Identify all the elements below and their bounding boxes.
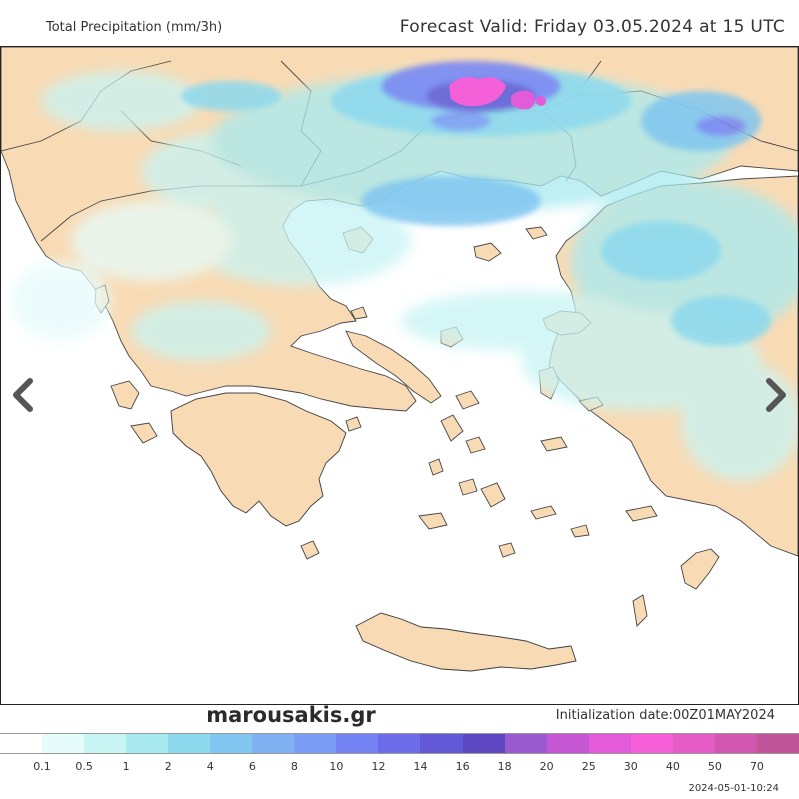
- legend-swatch: [42, 734, 85, 753]
- legend-tick-label: 30: [623, 760, 638, 773]
- legend-swatch: [462, 734, 505, 753]
- land-milos: [418, 512, 448, 530]
- legend-tick-label: 16: [455, 760, 470, 773]
- land-kefalonia: [110, 380, 140, 410]
- render-timestamp: 2024-05-01-10:24: [688, 783, 779, 794]
- land-santorini: [498, 542, 516, 558]
- legend-swatch: [714, 734, 757, 753]
- legend-tick-label: 10: [329, 760, 344, 773]
- land-aegina: [345, 416, 362, 432]
- legend-tick-labels: 0.1 0.5 1 2 4 6 8 10 12 14 16 18 20 25 30 40 50 70: [0, 760, 799, 776]
- header: Total Precipitation (mm/3h) Forecast Val…: [0, 0, 799, 46]
- land-andros: [440, 414, 464, 442]
- legend-swatch: [630, 734, 673, 753]
- land-tinos: [465, 436, 486, 454]
- brand-logo-text[interactable]: marousakis.gr: [206, 703, 376, 727]
- legend-tick-label: 50: [707, 760, 722, 773]
- legend-tick-label: 1: [122, 760, 130, 773]
- legend-tick-label: 4: [206, 760, 214, 773]
- legend-swatch: [336, 734, 379, 753]
- legend-tick-label: 2: [164, 760, 172, 773]
- legend-swatch: [504, 734, 547, 753]
- legend-swatch: [756, 734, 799, 753]
- chevron-right-icon: [766, 378, 786, 412]
- land-ikaria: [540, 436, 568, 452]
- precipitation-map: [0, 46, 799, 705]
- legend-tick-label: 6: [248, 760, 256, 773]
- land-peloponnese: [170, 392, 347, 527]
- land-thasos: [473, 242, 502, 262]
- legend-tick-label: 70: [749, 760, 764, 773]
- coastlines: [170, 392, 577, 672]
- chevron-left-icon: [13, 378, 33, 412]
- legend-swatch: [168, 734, 211, 753]
- land-amorgos: [530, 505, 557, 520]
- precipitation-layer: [11, 61, 798, 481]
- land-paros: [458, 478, 478, 496]
- legend-swatch: [84, 734, 127, 753]
- legend-tick-label: 18: [497, 760, 512, 773]
- legend-swatch: [0, 734, 43, 753]
- initialization-date: Initialization date:00Z01MAY2024: [555, 708, 775, 723]
- map-canvas: [1, 47, 798, 672]
- land-crete: [355, 612, 577, 672]
- land-kythira: [300, 540, 320, 560]
- legend-swatch: [546, 734, 589, 753]
- legend-swatch: [252, 734, 295, 753]
- land-euboea: [345, 330, 442, 404]
- land-naxos: [480, 482, 506, 508]
- legend-tick-label: 25: [581, 760, 596, 773]
- forecast-valid-label: Forecast Valid: Friday 03.05.2024 at 15 …: [399, 17, 785, 37]
- legend-tick-label: 14: [413, 760, 428, 773]
- land-rhodes: [680, 548, 720, 590]
- land-zakynthos: [130, 422, 158, 444]
- legend-swatch: [672, 734, 715, 753]
- legend-tick-label: 0.1: [33, 760, 51, 773]
- land-skiathos: [350, 306, 368, 320]
- legend-tick-label: 0.5: [75, 760, 93, 773]
- legend-swatch: [588, 734, 631, 753]
- legend-swatch: [210, 734, 253, 753]
- chart-title: Total Precipitation (mm/3h): [46, 20, 223, 35]
- land-kos: [625, 505, 658, 522]
- next-frame-button[interactable]: [757, 370, 797, 420]
- legend-swatch: [420, 734, 463, 753]
- land-syros: [428, 458, 444, 476]
- land-karpathos: [632, 594, 648, 627]
- legend-swatch: [378, 734, 421, 753]
- legend-tick-label: 20: [539, 760, 554, 773]
- legend-tick-label: 40: [665, 760, 680, 773]
- land-astypalaia: [570, 524, 590, 538]
- legend-swatch: [126, 734, 169, 753]
- land-skyros: [455, 390, 480, 410]
- land-samothrace: [525, 226, 548, 240]
- precipitation-color-legend: [0, 733, 799, 754]
- legend-tick-label: 12: [371, 760, 386, 773]
- legend-tick-label: 8: [290, 760, 298, 773]
- legend-swatch: [294, 734, 337, 753]
- previous-frame-button[interactable]: [2, 370, 42, 420]
